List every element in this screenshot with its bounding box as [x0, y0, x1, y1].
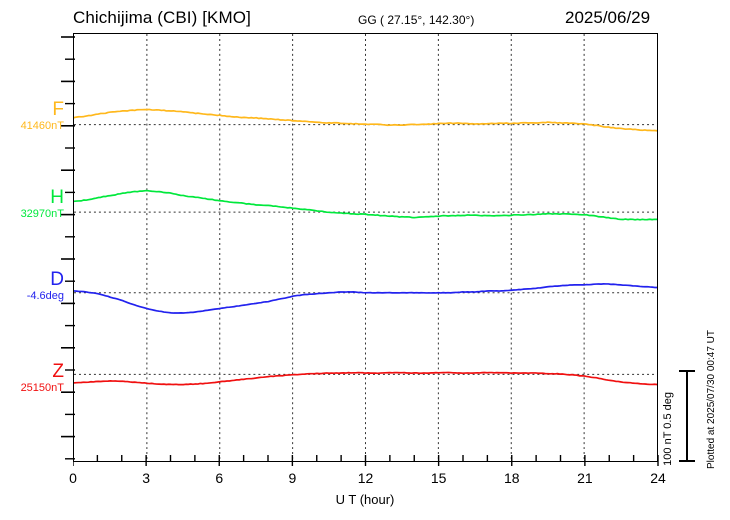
component-baseline-f: 41460nT	[20, 120, 64, 132]
component-baseline-h: 32970nT	[20, 208, 64, 220]
magnetogram-traces	[74, 34, 657, 461]
component-letter-f: F	[52, 99, 64, 120]
plot-frame	[73, 33, 658, 462]
x-tick-18: 18	[503, 470, 520, 486]
x-tick-3: 3	[142, 470, 151, 486]
component-baseline-d: -4.6deg	[26, 290, 64, 302]
y-axis-ticks	[61, 36, 75, 460]
scale-bar	[679, 370, 695, 462]
component-label-h: H 32970nT	[2, 188, 64, 221]
component-letter-d: D	[50, 269, 64, 290]
trace-h	[74, 189, 657, 221]
x-tick-15: 15	[430, 470, 447, 486]
x-tick-12: 12	[357, 470, 374, 486]
scale-bar-line	[686, 370, 688, 462]
trace-f	[74, 108, 657, 132]
component-label-f: F 41460nT	[2, 100, 64, 133]
x-tick-9: 9	[288, 470, 297, 486]
component-letter-h: H	[50, 187, 64, 208]
scale-bar-label: 100 nT 0.5 deg	[662, 392, 674, 466]
x-tick-24: 24	[650, 470, 666, 486]
x-tick-0: 0	[69, 470, 77, 486]
x-axis-title: U T (hour)	[335, 492, 395, 507]
x-tick-21: 21	[577, 470, 593, 486]
component-baseline-z: 25150nT	[20, 382, 64, 394]
observation-date: 2025/06/29	[565, 8, 651, 27]
component-label-d: D -4.6deg	[2, 270, 64, 303]
component-label-z: Z 25150nT	[2, 362, 64, 395]
geographic-coordinates: GG ( 27.15°, 142.30°)	[358, 13, 475, 27]
scale-bar-cap-bottom	[679, 460, 695, 462]
plotted-at-timestamp: Plotted at 2025/07/30 00:47 UT	[706, 330, 717, 469]
x-tick-6: 6	[215, 470, 224, 486]
x-axis-ticks	[73, 455, 659, 466]
trace-d	[74, 283, 657, 314]
component-letter-z: Z	[52, 361, 64, 382]
scale-bar-cap-top	[679, 370, 695, 372]
trace-z	[74, 371, 657, 386]
station-title: Chichijima (CBI) [KMO]	[73, 8, 251, 27]
